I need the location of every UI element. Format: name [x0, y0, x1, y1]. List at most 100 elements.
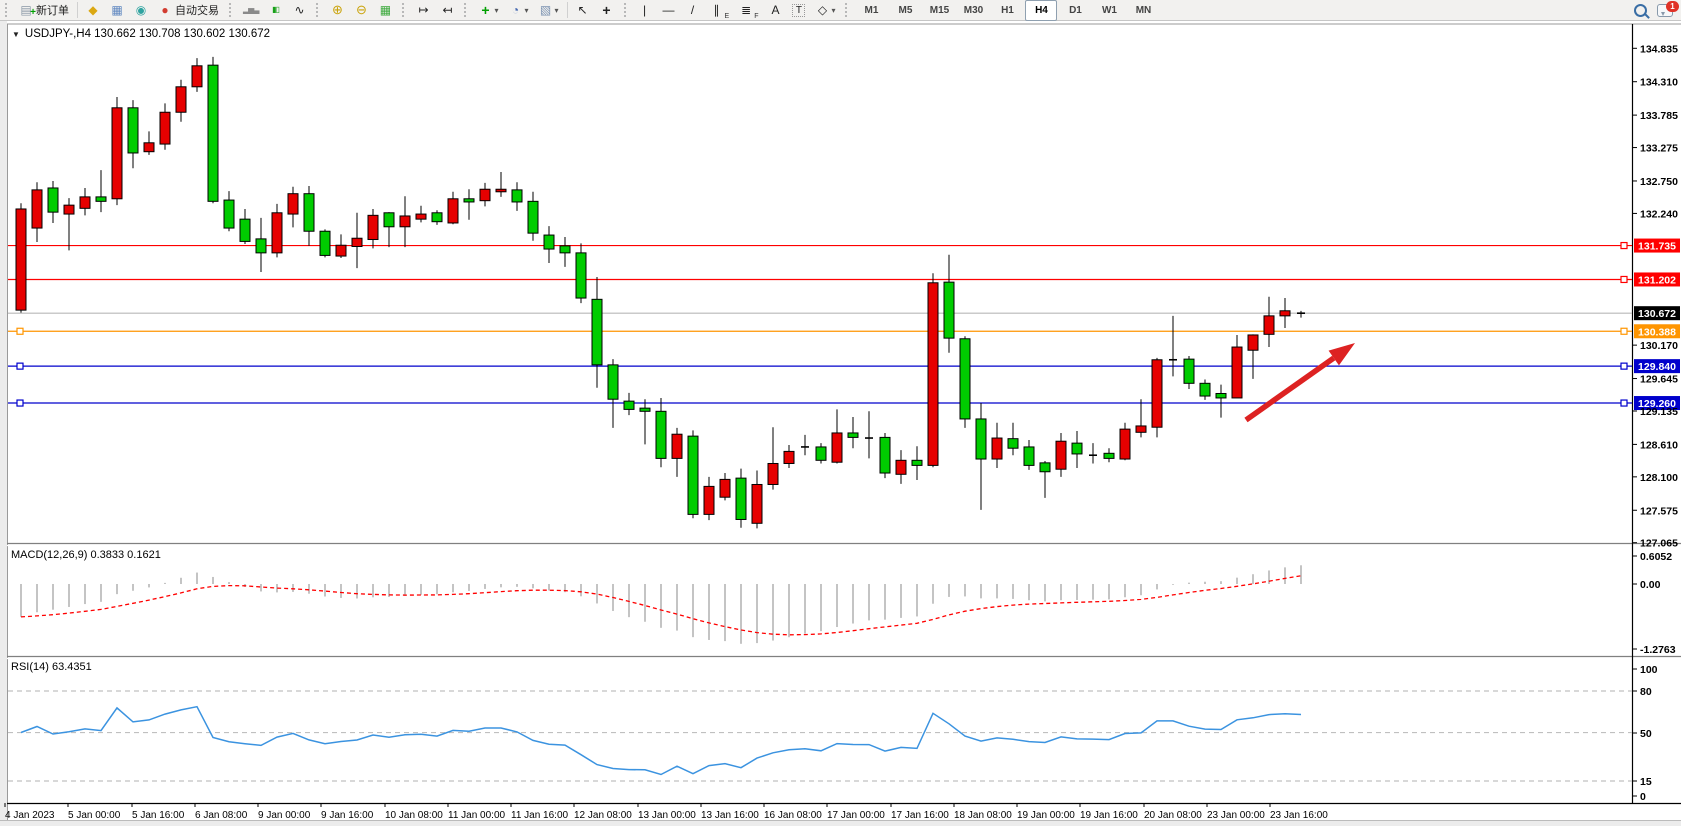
svg-text:9 Jan 16:00: 9 Jan 16:00 [321, 810, 374, 821]
svg-text:131.202: 131.202 [1638, 274, 1676, 286]
svg-text:134.835: 134.835 [1640, 43, 1678, 55]
new-order-icon: ▤ [19, 3, 36, 20]
crosshair-icon: + [602, 2, 611, 18]
svg-text:129.260: 129.260 [1638, 398, 1676, 410]
signal-icon[interactable]: ◉ [130, 0, 152, 21]
main-toolbar: ▤新订单 ◆ ▦ ◉ ●自动交易 ▂▅▃ ▮▯ ∿ ⊕ ⊖ ▦ ↦ ↤ +▾◔▾ ▧▾ ↖ + | — / ∥E ≣F AT… [0, 0, 1681, 21]
toolbar-grip [5, 3, 10, 17]
svg-text:5 Jan 00:00: 5 Jan 00:00 [68, 810, 121, 821]
timeframe-H1[interactable]: H1 [1001, 4, 1014, 16]
auto-trading-icon: ● [161, 3, 169, 17]
timeframe-M1[interactable]: M1 [864, 4, 879, 16]
vertical-line-icon: | [642, 3, 647, 17]
trendline-icon: / [690, 3, 695, 17]
label-icon: T [792, 3, 806, 17]
tile-windows-icon-icon: ▦ [379, 3, 392, 17]
crosshair-button[interactable]: + [596, 0, 618, 21]
auto-scroll-icon-icon: ↤ [442, 3, 453, 17]
terminal-icon[interactable]: ▦ [106, 0, 128, 21]
timeframe-D1[interactable]: D1 [1069, 4, 1082, 16]
candlestick-chart-icon[interactable]: ▮▯ [264, 0, 286, 21]
horizontal-line-button[interactable]: — [658, 0, 680, 21]
auto-trading-button[interactable]: ● 自动交易 [154, 0, 223, 21]
svg-text:13 Jan 16:00: 13 Jan 16:00 [701, 810, 759, 821]
svg-text:15: 15 [1640, 776, 1652, 788]
date-axis: 4 Jan 2023 5 Jan 00:00 5 Jan 16:00 6 Jan 08… [4, 803, 1328, 821]
timeframe-M15[interactable]: M15 [929, 4, 950, 16]
periods-button[interactable]: ◔ ▾ [504, 0, 532, 21]
macd-indicator-label: MACD(12,26,9) 0.3833 0.1621 [11, 549, 161, 561]
arrows-button[interactable]: ◇ ▾ [811, 0, 839, 21]
toolbar-grip [464, 3, 469, 17]
text-button[interactable]: A [764, 0, 786, 21]
zoom-out-button[interactable]: ⊖ [350, 0, 372, 21]
svg-text:129.135: 129.135 [1640, 406, 1678, 418]
svg-text:129.645: 129.645 [1640, 374, 1678, 386]
svg-text:10 Jan 08:00: 10 Jan 08:00 [385, 810, 443, 821]
svg-text:129.840: 129.840 [1638, 361, 1676, 373]
svg-text:128.100: 128.100 [1640, 472, 1678, 484]
chart-title: ▼ USDJPY-,H4 130.662 130.708 130.602 130.… [12, 28, 270, 40]
svg-text:19 Jan 16:00: 19 Jan 16:00 [1080, 810, 1138, 821]
rsi-pane: 100 80 50 15 0 [8, 664, 1658, 803]
svg-text:100: 100 [1640, 664, 1658, 676]
search-icon[interactable] [1634, 4, 1647, 17]
svg-text:11 Jan 16:00: 11 Jan 16:00 [511, 810, 569, 821]
svg-text:130.170: 130.170 [1640, 340, 1678, 352]
ohlc-collapse-triangle[interactable]: ▼ [12, 30, 20, 39]
indicators-button[interactable]: + ▾ [474, 0, 502, 21]
chat-icon[interactable]: 1 [1657, 1, 1679, 17]
level-lines: 131.735 131.202 130.388 129.840 129.260 [8, 238, 1680, 411]
chart-title-text: USDJPY-,H4 130.662 130.708 130.602 130.6… [24, 28, 271, 40]
toolbar-separator [77, 2, 78, 18]
level-line-131.202[interactable]: 131.202 [8, 272, 1680, 287]
current-price-line: 130.672 [8, 306, 1680, 321]
timeframe-H4[interactable]: H4 [1025, 0, 1058, 21]
label-button[interactable]: T [788, 0, 809, 21]
svg-text:130.672: 130.672 [1638, 308, 1676, 320]
trend-arrow[interactable] [1244, 343, 1355, 423]
tile-windows-icon[interactable]: ▦ [374, 0, 396, 21]
bar-chart-icon[interactable]: ▂▅▃ [239, 0, 262, 21]
svg-text:132.240: 132.240 [1640, 208, 1678, 220]
zoom-in-icon: ⊕ [332, 2, 343, 17]
svg-text:134.310: 134.310 [1640, 77, 1678, 89]
level-line-129.260[interactable]: 129.260 [8, 396, 1680, 411]
trendline-button[interactable]: / [682, 0, 704, 21]
toolbar-grip [845, 3, 850, 17]
svg-text:127.575: 127.575 [1640, 505, 1678, 517]
new-order-button[interactable]: ▤新订单 [15, 0, 73, 21]
level-line-129.840[interactable]: 129.840 [8, 359, 1680, 374]
timeframe-M30[interactable]: M30 [963, 4, 984, 16]
bar-chart-icon-icon: ▂▅▃ [243, 5, 260, 14]
text-icon: A [771, 3, 780, 17]
chart-shift-icon[interactable]: ↦ [412, 0, 434, 21]
cursor-button[interactable]: ↖ [572, 0, 594, 21]
templates-icon: ▧ [539, 3, 552, 17]
price-axis: 134.835 134.310 133.785 133.275 132.750 132.2… [1632, 43, 1678, 550]
svg-text:18 Jan 08:00: 18 Jan 08:00 [954, 810, 1012, 821]
fibonacci-icon: ≣ [741, 3, 752, 17]
templates-button[interactable]: ▧ ▾ [539, 3, 559, 17]
fibonacci-button[interactable]: ≣ F [741, 3, 759, 20]
equidistant-channel-button[interactable]: ∥ E [706, 0, 734, 21]
timeframe-MN[interactable]: MN [1135, 4, 1152, 16]
level-line-130.388[interactable]: 130.388 [8, 324, 1680, 339]
gold-icon[interactable]: ◆ [82, 0, 104, 21]
auto-scroll-icon[interactable]: ↤ [436, 0, 458, 21]
candlesticks [15, 56, 1305, 529]
svg-text:128.610: 128.610 [1640, 439, 1678, 451]
svg-text:132.750: 132.750 [1640, 176, 1678, 188]
notification-badge: 1 [1666, 1, 1679, 12]
zoom-in-button[interactable]: ⊕ [326, 0, 348, 21]
line-chart-icon[interactable]: ∿ [288, 0, 310, 21]
svg-text:131.735: 131.735 [1638, 241, 1676, 253]
svg-text:80: 80 [1640, 686, 1652, 698]
svg-text:133.275: 133.275 [1640, 143, 1678, 155]
vertical-line-button[interactable]: | [634, 0, 656, 21]
timeframe-W1[interactable]: W1 [1101, 4, 1117, 16]
svg-text:23 Jan 16:00: 23 Jan 16:00 [1270, 810, 1328, 821]
svg-text:133.785: 133.785 [1640, 110, 1678, 122]
timeframe-M5[interactable]: M5 [898, 4, 913, 16]
